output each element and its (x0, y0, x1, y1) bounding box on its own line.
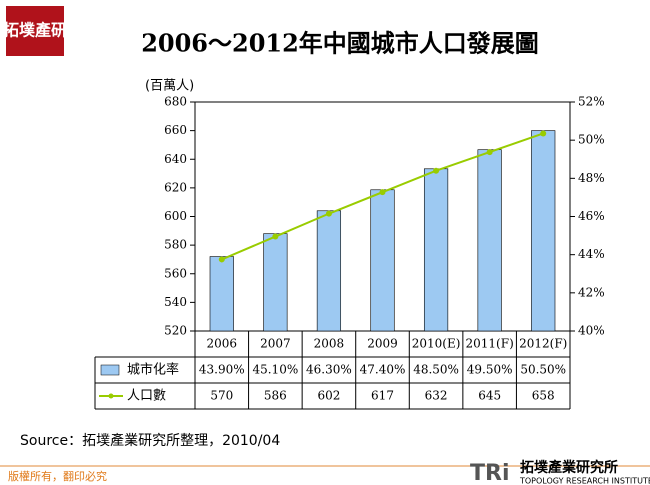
y-tick-label: 540 (164, 295, 187, 309)
legend-swatch (100, 364, 120, 376)
chart-title: 2006～2012年中國城市人口發展圖 (141, 29, 539, 58)
y2-tick-label: 52% (578, 95, 605, 109)
table-value: 632 (425, 389, 448, 403)
y2-tick-label: 40% (578, 324, 605, 338)
y2-tick-label: 44% (578, 247, 605, 261)
x-tick-label: 2009 (367, 337, 398, 351)
table-value: 46.30% (306, 363, 352, 377)
x-tick-label: 2012(F) (519, 337, 567, 351)
y-tick-label: 660 (164, 123, 187, 137)
bar (477, 149, 502, 332)
y-tick-label: 580 (164, 238, 187, 252)
table-value: 45.10% (252, 363, 298, 377)
table-value: 586 (264, 389, 287, 403)
copyright: 版權所有，翻印必究 (8, 469, 107, 483)
table-value: 602 (317, 389, 340, 403)
y-tick-label: 640 (164, 152, 187, 166)
line-marker (486, 149, 493, 156)
y-tick-label: 560 (164, 266, 187, 280)
y2-tick-label: 50% (578, 133, 605, 147)
y2-tick-label: 46% (578, 209, 605, 223)
logo-text: 拓墣產研 (3, 21, 67, 40)
legend-label: 人口數 (127, 389, 166, 404)
line-marker (272, 233, 279, 240)
legend-label: 城市化率 (127, 362, 179, 378)
y-tick-label: 600 (164, 209, 187, 223)
line-marker (540, 130, 547, 137)
source-note: Source：拓墣產業研究所整理，2010/04 (20, 432, 280, 449)
bar (316, 210, 342, 332)
table-value: 570 (210, 389, 233, 403)
y-tick-label: 680 (164, 95, 187, 109)
line-marker (433, 167, 440, 174)
table-value: 49.50% (467, 363, 513, 377)
y2-tick-label: 48% (578, 171, 605, 185)
table-value: 43.90% (199, 363, 245, 377)
table-value: 47.40% (360, 363, 406, 377)
y-tick-label: 620 (164, 180, 187, 194)
table-value: 645 (478, 389, 501, 403)
bar (209, 256, 234, 332)
bar (531, 130, 556, 332)
table-value: 48.50% (413, 363, 459, 377)
bar (423, 168, 449, 332)
table-value: 658 (532, 389, 555, 403)
legend-swatch (108, 393, 114, 399)
logo-box (6, 6, 64, 56)
x-tick-label: 2008 (314, 337, 345, 351)
x-tick-label: 2010(E) (412, 337, 461, 351)
company-name: 拓墣產業研究所 (520, 459, 618, 476)
line-marker (218, 256, 225, 263)
company-name-en: TOPOLOGY RESEARCH INSTITUTE (519, 477, 650, 485)
y-axis-label: (百萬人) (145, 79, 194, 94)
y2-tick-label: 42% (578, 285, 605, 299)
line-marker (379, 189, 386, 196)
line-marker (325, 210, 332, 217)
x-tick-label: 2011(F) (466, 337, 514, 351)
bar (263, 233, 288, 332)
bar (370, 189, 395, 332)
table-value: 50.50% (520, 363, 566, 377)
table-value: 617 (371, 389, 394, 403)
x-tick-label: 2007 (260, 337, 291, 351)
x-tick-label: 2006 (207, 337, 238, 351)
y-tick-label: 520 (164, 324, 187, 338)
tri-logo: TRi (470, 461, 510, 485)
